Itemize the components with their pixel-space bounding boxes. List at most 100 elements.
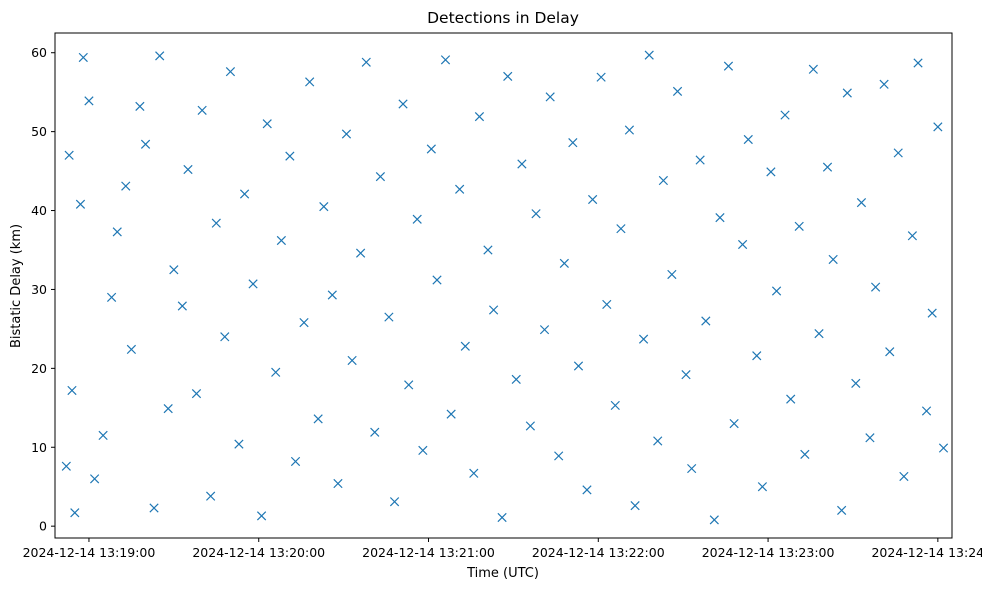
data-point: [389, 497, 400, 507]
x-axis: 2024-12-14 13:19:00 2024-12-14 13:20:00 20…: [23, 538, 982, 560]
data-point: [511, 374, 521, 385]
data-point: [899, 471, 909, 482]
data-point: [488, 305, 499, 315]
data-point: [460, 341, 470, 351]
data-point: [723, 61, 734, 71]
data-point: [211, 218, 221, 228]
data-point: [126, 344, 137, 355]
chart-title: Detections in Delay: [427, 9, 579, 27]
y-tick-label: 10: [31, 440, 47, 455]
data-point: [885, 347, 895, 357]
data-point: [752, 351, 762, 361]
data-point: [737, 239, 748, 250]
data-point: [89, 474, 100, 484]
data-point: [98, 430, 108, 441]
data-point: [933, 122, 943, 132]
data-point: [398, 99, 408, 109]
data-point: [78, 52, 88, 63]
data-point: [418, 445, 428, 456]
data-point: [404, 380, 414, 390]
data-point: [672, 86, 683, 97]
data-point: [455, 184, 465, 194]
data-point: [814, 329, 824, 339]
data-point: [588, 194, 598, 205]
data-point: [800, 449, 810, 459]
y-axis: 0 10 20 30 40 50 60: [31, 45, 55, 534]
data-point: [658, 175, 668, 186]
data-point: [319, 201, 329, 212]
data-point: [206, 491, 216, 501]
y-axis-label: Bistatic Delay (km): [9, 224, 24, 348]
data-point: [602, 299, 612, 310]
data-point: [121, 181, 131, 191]
data-point: [220, 332, 230, 342]
data-point: [341, 129, 352, 139]
data-point: [276, 235, 286, 246]
data-point: [582, 485, 592, 495]
data-point: [305, 77, 315, 87]
data-point: [84, 96, 94, 106]
data-point: [851, 378, 861, 388]
data-point: [412, 214, 422, 224]
y-tick-label: 50: [31, 124, 47, 139]
data-point: [155, 51, 165, 61]
data-point: [75, 199, 86, 209]
data-point: [559, 258, 569, 269]
data-point: [531, 209, 541, 219]
data-point: [715, 213, 725, 223]
data-point: [879, 79, 889, 89]
data-point: [687, 463, 697, 474]
data-point: [695, 155, 705, 165]
data-point: [140, 139, 151, 149]
data-point: [681, 370, 691, 380]
data-point: [517, 159, 527, 169]
data-point: [907, 231, 918, 241]
data-point: [573, 361, 584, 371]
data-point: [497, 512, 507, 523]
data-points: [61, 50, 949, 525]
data-point: [794, 221, 804, 231]
data-point: [469, 468, 479, 478]
data-point: [347, 355, 357, 366]
data-point: [757, 482, 768, 492]
y-tick-label: 0: [39, 519, 47, 534]
data-point: [828, 254, 838, 265]
data-point: [239, 189, 250, 199]
data-point: [638, 334, 649, 344]
data-point: [729, 418, 739, 429]
data-point: [106, 292, 117, 302]
data-point: [177, 301, 187, 311]
data-point: [893, 148, 903, 158]
y-tick-label: 40: [31, 203, 47, 218]
data-point: [375, 171, 386, 182]
data-point: [271, 367, 281, 377]
data-point: [667, 269, 677, 280]
data-point: [483, 245, 493, 255]
data-point: [644, 50, 654, 60]
data-point: [653, 436, 663, 446]
data-point: [596, 72, 606, 82]
data-point: [234, 439, 244, 449]
data-point: [938, 443, 949, 453]
data-point: [554, 451, 564, 461]
data-point: [432, 275, 442, 285]
data-point: [256, 511, 267, 521]
x-tick-label: 2024-12-14 13:23:00: [702, 545, 835, 560]
data-point: [440, 55, 451, 65]
data-point: [630, 501, 640, 511]
data-point: [262, 119, 272, 129]
data-point: [913, 58, 923, 68]
data-point: [333, 478, 343, 489]
data-point: [568, 138, 578, 148]
data-point: [285, 151, 295, 161]
y-tick-label: 20: [31, 361, 47, 376]
data-point: [822, 162, 833, 172]
x-tick-label: 2024-12-14 13:19:00: [23, 545, 156, 560]
data-point: [870, 282, 881, 292]
y-tick-label: 60: [31, 45, 47, 60]
data-point: [163, 403, 173, 414]
data-point: [61, 461, 71, 471]
data-point: [135, 101, 145, 112]
